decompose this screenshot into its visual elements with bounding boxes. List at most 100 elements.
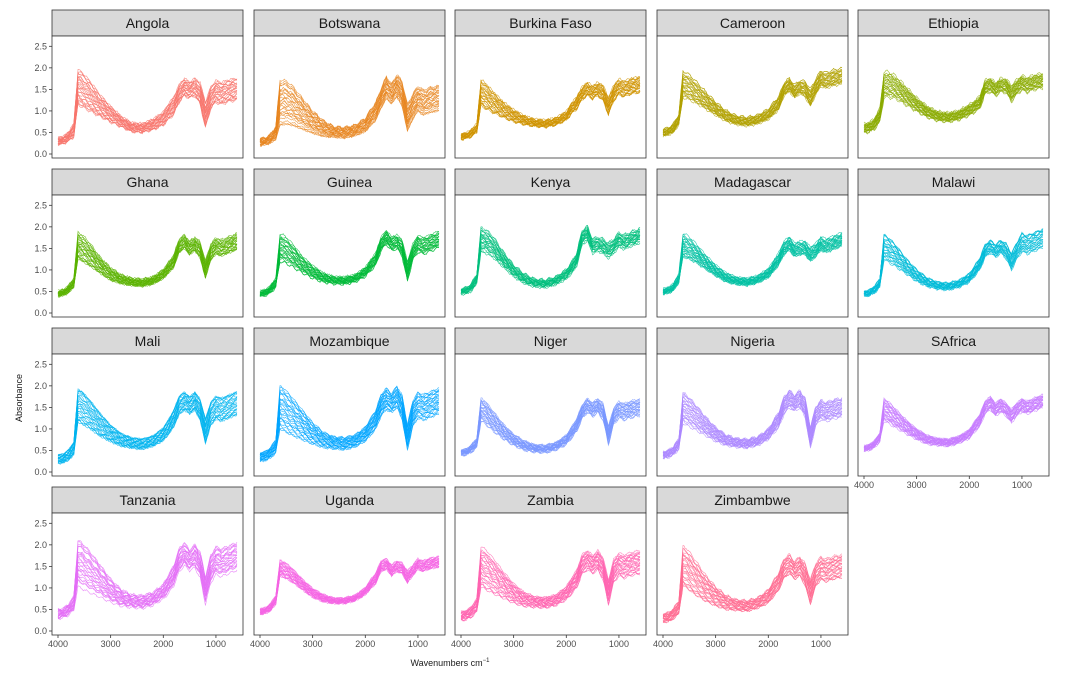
spectrum-line	[259, 555, 440, 611]
spectrum-line	[863, 79, 1044, 130]
strip-background	[656, 486, 849, 514]
spectrum-line	[57, 544, 238, 611]
spectrum-line	[57, 397, 238, 459]
spectrum-line	[662, 245, 843, 295]
spectra-series	[460, 224, 641, 296]
spectrum-line	[57, 540, 238, 612]
spectrum-line	[460, 75, 641, 136]
x-tick-label: 1000	[811, 639, 831, 649]
spectrum-line	[662, 237, 843, 293]
spectrum-line	[863, 238, 1044, 295]
spectra-series	[863, 228, 1044, 298]
spectra-series	[259, 385, 440, 463]
x-tick-label: 4000	[653, 639, 673, 649]
panel-madagascar: Madagascar	[656, 168, 849, 318]
spectrum-line	[57, 388, 238, 457]
strip-background	[656, 9, 849, 37]
spectrum-line	[863, 233, 1044, 294]
spectrum-line	[57, 248, 238, 297]
x-tick-label: 2000	[153, 639, 173, 649]
x-tick-label: 3000	[706, 639, 726, 649]
x-tick-label: 1000	[1012, 480, 1032, 490]
spectrum-line	[863, 230, 1044, 293]
spectrum-line	[460, 89, 641, 140]
y-tick-label: 0.0	[34, 149, 47, 159]
strip-background	[454, 327, 647, 355]
strip-label: Cameroon	[720, 15, 785, 31]
spectrum-line	[259, 401, 440, 461]
spectrum-line	[662, 568, 842, 622]
spectrum-line	[863, 236, 1044, 294]
spectrum-line	[662, 570, 843, 622]
y-tick-label: 2.5	[34, 518, 47, 528]
x-tick-label: 2000	[758, 639, 778, 649]
spectrum-line	[662, 552, 842, 616]
spectrum-line	[259, 76, 440, 141]
strip-background	[656, 168, 849, 196]
panel-zimbambwe: Zimbambwe 4000 3000 2000 1000	[653, 486, 849, 649]
spectrum-line	[863, 243, 1044, 297]
panel-zambia: Zambia 4000 3000 2000 1000	[451, 486, 647, 649]
spectrum-line	[57, 564, 238, 621]
spectrum-line	[662, 557, 843, 617]
strip-label: Uganda	[325, 492, 374, 508]
spectrum-line	[863, 77, 1044, 128]
spectrum-line	[863, 240, 1044, 296]
strip-background	[253, 486, 446, 514]
panel-guinea: Guinea	[253, 168, 446, 318]
spectrum-line	[57, 549, 238, 614]
x-tick-label: 4000	[250, 639, 270, 649]
panel-angola: Angola 0.0 0.5 1.0 1.5 2.0 2.5	[34, 9, 244, 159]
spectrum-line	[57, 69, 238, 140]
spectra-series	[662, 232, 843, 296]
spectra-series	[57, 230, 238, 298]
spectrum-line	[863, 245, 1044, 297]
spectrum-line	[57, 238, 238, 294]
x-tick-label: 1000	[206, 639, 226, 649]
spectrum-line	[662, 79, 843, 136]
spectrum-line	[259, 79, 440, 142]
panel-botswana: Botswana	[253, 9, 446, 159]
y-tick-label: 2.0	[34, 222, 47, 232]
spectrum-line	[863, 402, 1044, 451]
spectra-series	[863, 393, 1044, 453]
spectra-series	[460, 75, 641, 141]
x-tick-label: 4000	[451, 639, 471, 649]
spectrum-line	[460, 226, 641, 291]
x-axis-title-main: Wavenumbers cm	[410, 658, 482, 668]
spectrum-line	[863, 78, 1044, 130]
y-tick-label: 1.0	[34, 265, 47, 275]
spectrum-line	[460, 403, 640, 454]
panel-mozambique: Mozambique	[253, 327, 446, 477]
y-tick-label: 0.5	[34, 445, 47, 455]
spectrum-line	[259, 232, 440, 293]
spectra-series	[259, 555, 440, 616]
y-tick-label: 1.5	[34, 561, 47, 571]
spectrum-line	[57, 233, 238, 293]
panels-layer: Angola 0.0 0.5 1.0 1.5 2.0 2.5 Botswana Burkina …	[34, 9, 1050, 649]
spectrum-line	[57, 85, 238, 143]
spectrum-line	[863, 407, 1043, 452]
spectrum-line	[259, 75, 440, 141]
y-tick-label: 1.5	[34, 402, 47, 412]
strip-background	[51, 168, 244, 196]
spectrum-line	[662, 393, 843, 454]
x-tick-label: 1000	[609, 639, 629, 649]
y-tick-label: 0.5	[34, 127, 47, 137]
spectrum-line	[863, 228, 1044, 293]
spectrum-line	[259, 83, 440, 143]
panel-uganda: Uganda 4000 3000 2000 1000	[250, 486, 446, 649]
strip-label: Madagascar	[714, 174, 791, 190]
x-tick-label: 4000	[854, 480, 874, 490]
spectrum-line	[662, 66, 843, 131]
strip-label: Niger	[534, 333, 568, 349]
spectrum-line	[259, 386, 440, 455]
y-tick-label: 2.0	[34, 63, 47, 73]
strip-background	[253, 168, 446, 196]
strip-label: Zambia	[527, 492, 574, 508]
spectra-series	[259, 74, 440, 147]
spectrum-line	[57, 557, 238, 616]
plot-area	[454, 35, 647, 159]
spectrum-line	[863, 82, 1044, 132]
